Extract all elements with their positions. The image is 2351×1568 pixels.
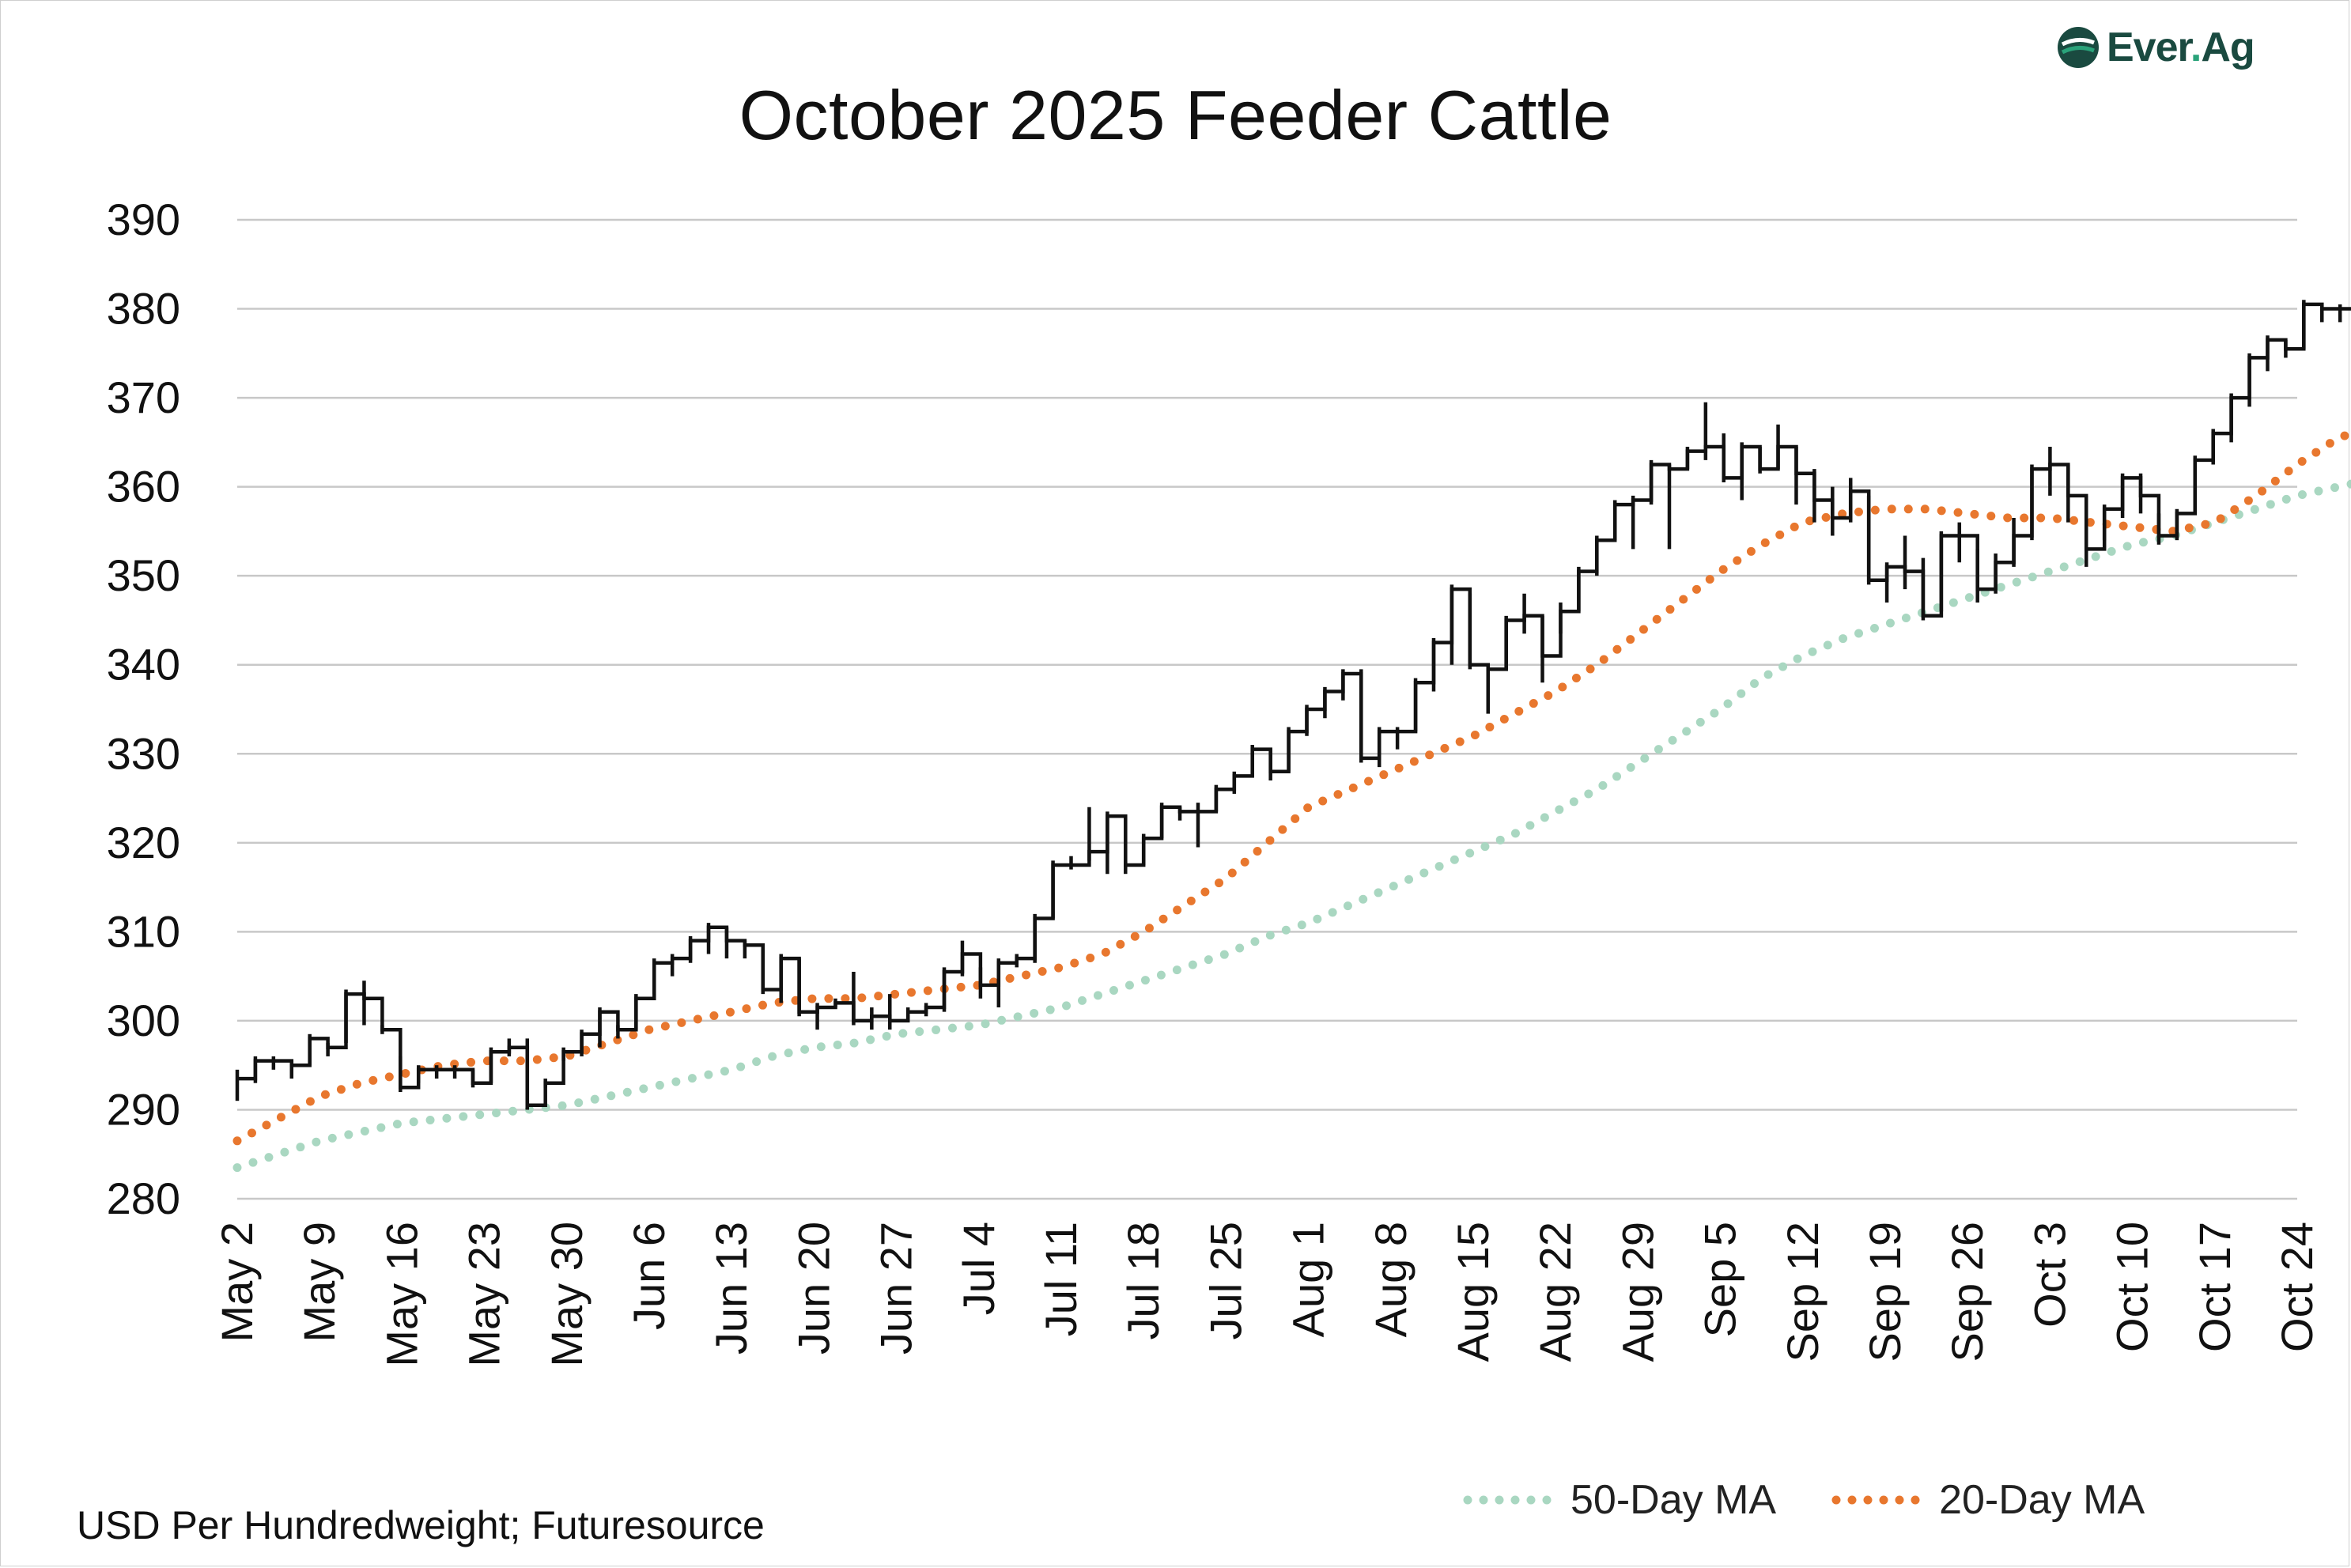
x-tick-label: Oct 10 — [2107, 1222, 2157, 1352]
x-tick-label: Aug 29 — [1612, 1222, 1662, 1362]
x-tick-label: Jul 11 — [1036, 1222, 1086, 1336]
x-tick-label: Sep 26 — [1942, 1222, 1992, 1362]
x-tick-label: Aug 1 — [1283, 1222, 1333, 1337]
x-tick-label: Oct 17 — [2190, 1222, 2239, 1352]
ever-ag-swoosh-icon — [2058, 27, 2099, 68]
x-tick-label: May 16 — [376, 1222, 426, 1367]
legend-swatch-50-day — [1463, 1495, 1566, 1505]
x-tick-label: Aug 15 — [1448, 1222, 1498, 1362]
legend-item-50-day: 50-Day MA — [1463, 1476, 1776, 1524]
source-note: USD Per Hundredweight; Futuresource — [77, 1503, 765, 1547]
y-tick-label: 360 — [107, 462, 180, 512]
x-tick-label: Jun 27 — [871, 1222, 921, 1355]
legend-swatch-20-day — [1831, 1495, 1935, 1505]
y-tick-label: 310 — [107, 906, 180, 956]
x-tick-label: Oct 24 — [2272, 1222, 2322, 1352]
y-tick-label: 290 — [107, 1084, 180, 1134]
y-tick-label: 330 — [107, 728, 180, 778]
x-tick-label: Sep 12 — [1778, 1222, 1828, 1362]
x-tick-label: Jun 13 — [706, 1222, 756, 1355]
y-tick-label: 280 — [107, 1173, 180, 1223]
y-tick-label: 340 — [107, 640, 180, 690]
ma-50-line — [232, 479, 2351, 1173]
x-tick-label: Oct 3 — [2024, 1222, 2074, 1328]
y-tick-label: 370 — [107, 372, 180, 422]
legend-label-50-day: 50-Day MA — [1570, 1477, 1777, 1523]
x-tick-label: May 2 — [212, 1222, 262, 1343]
chart-title: October 2025 Feeder Cattle — [739, 76, 1612, 154]
x-tick-label: Sep 5 — [1695, 1222, 1745, 1337]
ma-20-line — [232, 429, 2351, 1146]
y-tick-label: 320 — [107, 818, 180, 867]
x-tick-label: May 23 — [459, 1222, 509, 1367]
brand-logo: Ever.Ag — [2056, 17, 2255, 77]
x-tick-label: Jun 20 — [788, 1222, 838, 1355]
price-step-line — [237, 302, 2351, 1108]
y-tick-label: 390 — [107, 195, 180, 244]
y-tick-label: 350 — [107, 550, 180, 600]
chart-legend: 50-Day MA 20-Day MA — [1463, 1472, 2200, 1528]
x-tick-label: Aug 22 — [1530, 1222, 1580, 1362]
y-tick-label: 380 — [107, 284, 180, 334]
x-tick-label: Aug 8 — [1366, 1222, 1416, 1337]
x-tick-label: May 30 — [542, 1222, 592, 1367]
x-tick-label: May 9 — [294, 1222, 344, 1343]
y-tick-label: 300 — [107, 996, 180, 1045]
x-tick-label: Jul 4 — [954, 1222, 1004, 1315]
legend-item-20-day: 20-Day MA — [1831, 1476, 2145, 1524]
x-tick-label: Jun 6 — [624, 1222, 674, 1330]
x-tick-label: Jul 25 — [1200, 1222, 1250, 1339]
x-tick-label: Jul 18 — [1118, 1222, 1168, 1339]
x-tick-label: Sep 19 — [1860, 1222, 1910, 1362]
legend-label-20-day: 20-Day MA — [1939, 1477, 2145, 1523]
logo-text: Ever.Ag — [2107, 25, 2255, 70]
